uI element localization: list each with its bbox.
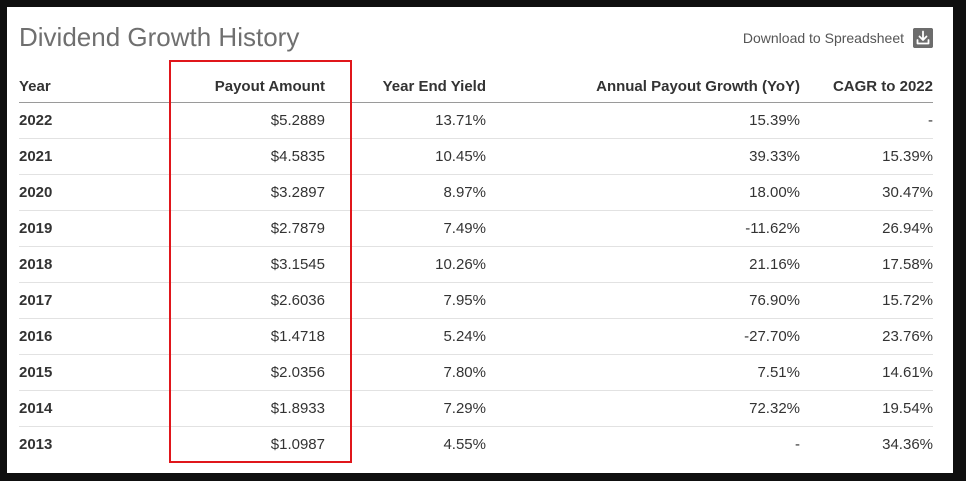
cell-annual-payout-growth: -	[795, 436, 800, 453]
cell-annual-payout-growth: 7.51%	[514, 354, 800, 391]
header-annual-payout-growth[interactable]: Annual Payout Growth (YoY)	[514, 70, 800, 103]
cell-cagr: 14.61%	[800, 354, 933, 391]
dividend-table: Year Payout Amount Year End Yield Annual…	[19, 70, 933, 462]
cell-cagr: -	[800, 102, 933, 139]
table-row: 2021 $4.5835 10.45% 39.33% 15.39%	[19, 138, 933, 175]
cell-year-end-yield: 10.45%	[353, 138, 514, 175]
cell-year-end-yield: 7.29%	[353, 390, 514, 427]
table-row: 2022 $5.2889 13.71% 15.39% -	[19, 102, 933, 139]
cell-year: 2021	[19, 138, 169, 175]
cell-year-end-yield: 8.97%	[353, 174, 514, 211]
table-header-row: Year Payout Amount Year End Yield Annual…	[19, 70, 933, 103]
cell-annual-payout-growth: 39.33%	[514, 138, 800, 175]
cell-payout-amount: $3.1545	[169, 246, 353, 283]
cell-year: 2014	[19, 390, 169, 427]
download-label: Download to Spreadsheet	[742, 30, 904, 46]
cell-annual-payout-growth: 76.90%	[514, 282, 800, 319]
cell-cagr: 17.58%	[800, 246, 933, 283]
cell-cagr: 26.94%	[800, 210, 933, 247]
cell-year-end-yield: 7.49%	[353, 210, 514, 247]
table-row: 2015 $2.0356 7.80% 7.51% 14.61%	[19, 354, 933, 391]
cell-year-end-yield: 4.55%	[443, 436, 486, 453]
cell-payout-amount: $1.8933	[169, 390, 353, 427]
cell-annual-payout-growth: -27.70%	[514, 318, 800, 355]
cell-cagr: 30.47%	[800, 174, 933, 211]
header-cagr[interactable]: CAGR to 2022	[800, 70, 933, 103]
table-row: 2019 $2.7879 7.49% -11.62% 26.94%	[19, 210, 933, 247]
cell-annual-payout-growth: 18.00%	[514, 174, 800, 211]
cell-year: 2017	[19, 282, 169, 319]
cell-year-end-yield: 7.80%	[353, 354, 514, 391]
cell-year: 2018	[19, 246, 169, 283]
cell-cagr: 23.76%	[800, 318, 933, 355]
cell-payout-amount: $2.7879	[169, 210, 353, 247]
download-icon	[913, 28, 933, 48]
cell-year: 2016	[19, 318, 169, 355]
cell-cagr: 19.54%	[800, 390, 933, 427]
header-year[interactable]: Year	[19, 70, 169, 103]
table-row: 2014 $1.8933 7.29% 72.32% 19.54%	[19, 390, 933, 427]
table-row: 2013 $1.0987 4.55% - 34.36%	[19, 427, 933, 463]
dividend-growth-panel: Dividend Growth History Download to Spre…	[7, 7, 953, 473]
cell-annual-payout-growth: 72.32%	[514, 390, 800, 427]
cell-payout-amount: $5.2889	[169, 102, 353, 139]
cell-year-end-yield: 7.95%	[353, 282, 514, 319]
cell-year: 2013	[19, 436, 53, 453]
cell-year: 2015	[19, 354, 169, 391]
page-title: Dividend Growth History	[19, 22, 300, 52]
cell-year-end-yield: 5.24%	[353, 318, 514, 355]
cell-year: 2022	[19, 102, 169, 139]
cell-year: 2020	[19, 174, 169, 211]
cell-payout-amount: $4.5835	[169, 138, 353, 175]
cell-annual-payout-growth: -11.62%	[514, 210, 800, 247]
cell-payout-amount: $2.6036	[169, 282, 353, 319]
cell-payout-amount: $2.0356	[169, 354, 353, 391]
table-row: 2016 $1.4718 5.24% -27.70% 23.76%	[19, 318, 933, 355]
cell-year: 2019	[19, 210, 169, 247]
cell-payout-amount: $1.4718	[169, 318, 353, 355]
download-spreadsheet-button[interactable]: Download to Spreadsheet	[743, 28, 933, 48]
table-row: 2020 $3.2897 8.97% 18.00% 30.47%	[19, 174, 933, 211]
cell-year-end-yield: 13.71%	[353, 102, 514, 139]
cell-annual-payout-growth: 21.16%	[514, 246, 800, 283]
cell-cagr: 34.36%	[882, 436, 933, 453]
cell-annual-payout-growth: 15.39%	[514, 102, 800, 139]
cell-year-end-yield: 10.26%	[353, 246, 514, 283]
cell-payout-amount: $3.2897	[169, 174, 353, 211]
table-row: 2017 $2.6036 7.95% 76.90% 15.72%	[19, 282, 933, 319]
cell-cagr: 15.72%	[800, 282, 933, 319]
header-payout-amount[interactable]: Payout Amount	[169, 70, 353, 103]
cell-payout-amount: $1.0987	[270, 436, 325, 453]
table-row: 2018 $3.1545 10.26% 21.16% 17.58%	[19, 246, 933, 283]
cell-cagr: 15.39%	[800, 138, 933, 175]
header-year-end-yield[interactable]: Year End Yield	[353, 70, 514, 103]
